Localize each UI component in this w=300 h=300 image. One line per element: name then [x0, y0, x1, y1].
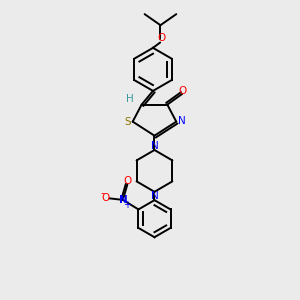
Text: N: N — [151, 141, 158, 151]
Text: N: N — [151, 191, 158, 201]
Text: O: O — [157, 33, 166, 43]
Text: N: N — [178, 116, 185, 126]
Text: O: O — [123, 176, 131, 186]
Text: -: - — [101, 188, 105, 198]
Text: O: O — [101, 194, 110, 203]
Text: N: N — [119, 195, 128, 205]
Text: S: S — [124, 117, 130, 127]
Text: +: + — [123, 200, 131, 210]
Text: H: H — [126, 94, 134, 104]
Text: O: O — [179, 86, 187, 96]
